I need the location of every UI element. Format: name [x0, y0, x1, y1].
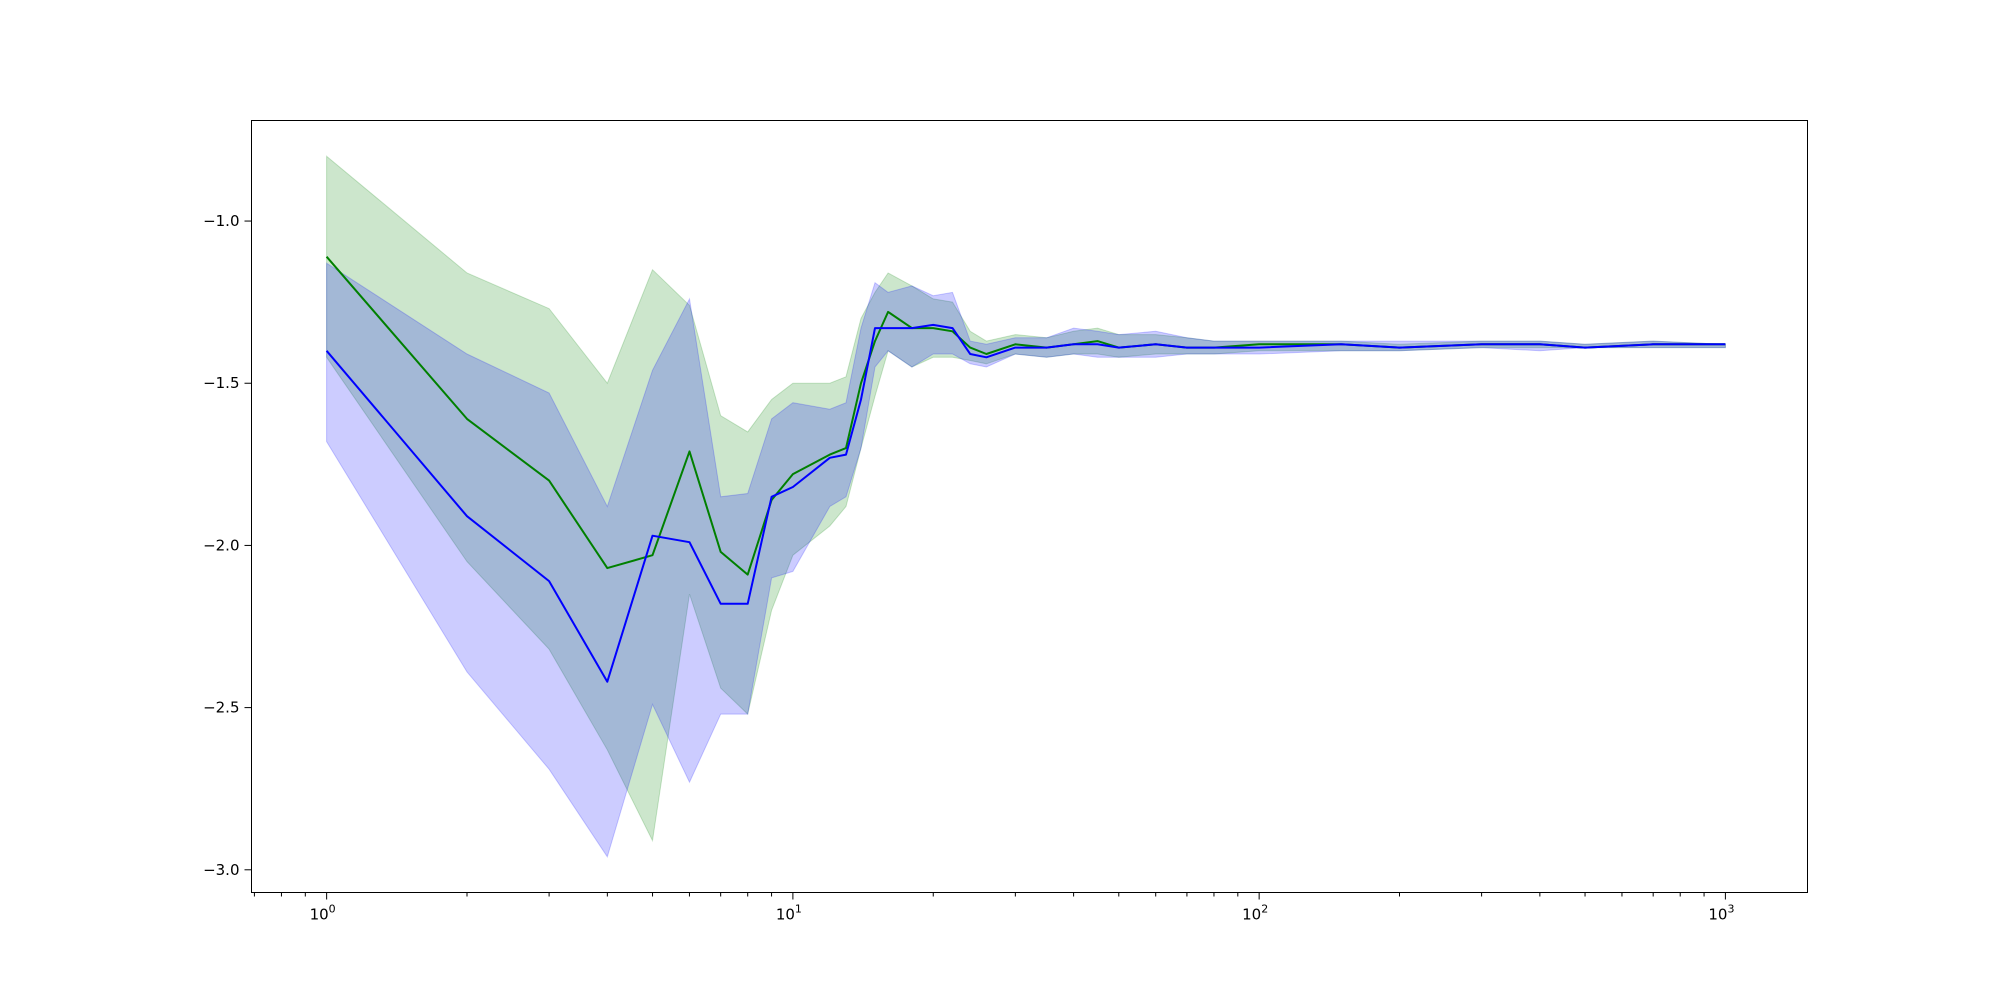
y-tick-label: −1.0 — [203, 212, 239, 230]
x-tick-label: 101 — [776, 903, 802, 924]
y-tick-label: −2.0 — [203, 536, 239, 554]
series-2-line — [325, 323, 1726, 683]
y-tick-label: −1.5 — [203, 374, 239, 392]
plot-frame — [251, 120, 1808, 893]
x-axis: 100 101 102 103 — [253, 892, 1734, 924]
series-1-band — [326, 155, 1726, 843]
y-tick-label: −2.5 — [203, 699, 239, 717]
x-tick-label: 102 — [1242, 903, 1268, 924]
confidence-bands — [326, 155, 1726, 858]
y-tick-label: −3.0 — [203, 861, 239, 879]
x-tick-label: 103 — [1708, 903, 1734, 924]
series-2-band — [326, 262, 1726, 858]
series-lines — [325, 256, 1726, 683]
x-tick-label: 100 — [310, 903, 336, 924]
y-axis: −1.0 −1.5 −2.0 −2.5 −3.0 — [203, 212, 252, 879]
